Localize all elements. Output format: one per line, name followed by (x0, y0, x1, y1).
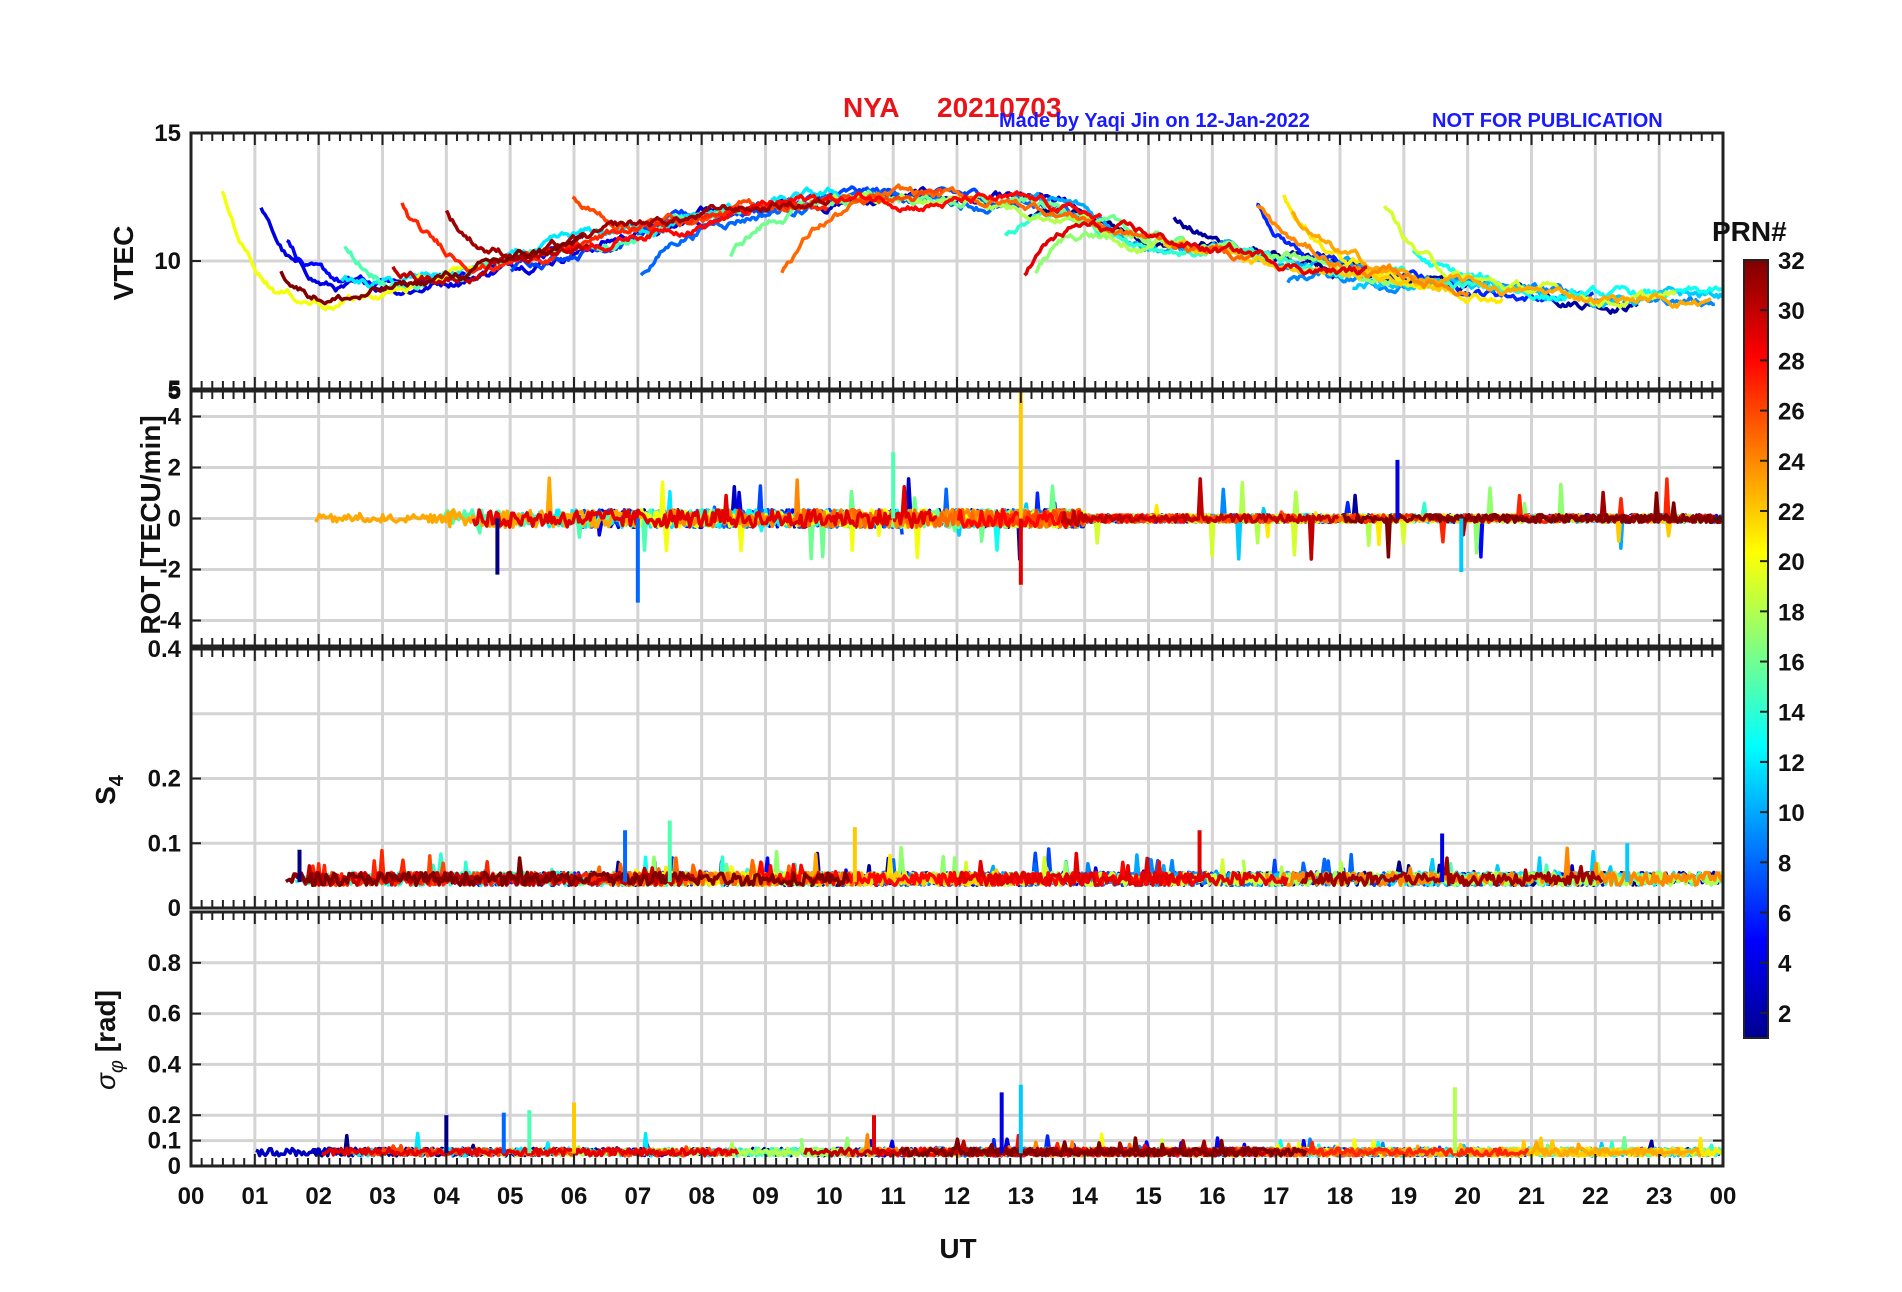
x-tick-label: 05 (497, 1183, 524, 1210)
colorbar-tick-label: 16 (1778, 650, 1805, 677)
y-tick-label: 0.4 (148, 1051, 182, 1078)
prn-trace (1060, 477, 1340, 561)
prn-trace (1282, 194, 1504, 305)
prn-trace (1256, 204, 1470, 298)
colorbar-tick-label: 4 (1778, 951, 1792, 978)
prn-trace (1383, 204, 1677, 310)
y-tick-label: 0.2 (148, 1102, 181, 1129)
colorbar (1743, 259, 1769, 1039)
s4-panel: 0 0.1 0.2 0.4 (148, 636, 1725, 922)
colorbar-tick-label: 10 (1778, 800, 1805, 827)
colorbar-tick-label: 18 (1778, 599, 1805, 626)
x-tick-label: 04 (433, 1183, 460, 1210)
y-tick-label: 0 (168, 506, 181, 533)
rot-ylabel: ROT [TECU/min] (135, 415, 166, 634)
date-title: 20210703 (937, 92, 1062, 123)
x-tick-label: 11 (880, 1183, 905, 1210)
prn-traces (314, 476, 1724, 561)
colorbar-tick-label: 2 (1778, 1001, 1791, 1028)
prn-trace (284, 856, 851, 888)
x-tick-label: 00 (1710, 1183, 1737, 1210)
colorbar-tick-label: 30 (1778, 298, 1805, 325)
y-tick-label: 10 (154, 248, 181, 275)
station-title: NYA (843, 92, 900, 123)
prn-traces (220, 183, 1724, 315)
x-tick-label: 18 (1327, 1183, 1354, 1210)
x-tick-label: 07 (624, 1183, 651, 1210)
x-tick-label: 20 (1454, 1183, 1481, 1210)
y-tick-label: 0.1 (148, 830, 181, 857)
rot-panel: -4 -2 0 2 45 (160, 378, 1725, 648)
vtec-ylabel: VTEC (108, 226, 139, 301)
x-axis-label: UT (939, 1233, 976, 1264)
x-tick-label: 21 (1518, 1183, 1545, 1210)
colorbar-tick-label: 6 (1778, 901, 1791, 928)
prn-trace (780, 183, 1254, 274)
colorbar-tick-label: 32 (1778, 248, 1805, 275)
x-tick-label: 10 (816, 1183, 843, 1210)
y-tick-label: -4 (160, 608, 182, 635)
colorbar-tick-label: 14 (1778, 700, 1805, 727)
x-tick-label: 15 (1135, 1183, 1162, 1210)
colorbar-tick-label: 12 (1778, 750, 1805, 777)
y-tick-label: 0 (168, 895, 181, 922)
x-tick-label: 08 (688, 1183, 715, 1210)
colorbar-tick-label: 20 (1778, 549, 1805, 576)
x-tick-label: 23 (1646, 1183, 1673, 1210)
x-tick-label: 19 (1390, 1183, 1417, 1210)
x-tick-label: 03 (369, 1183, 396, 1210)
s4-ylabel: S4 (90, 774, 128, 805)
y-tick-label: 0 (168, 1153, 181, 1180)
y-tick-label: 0.4 (148, 636, 182, 663)
x-tick-label: 22 (1582, 1183, 1609, 1210)
y-tick-label: 5 (168, 376, 181, 403)
y-tick-label: 15 (154, 120, 181, 147)
made-by-note: Made by Yaqi Jin on 12-Jan-2022 (999, 110, 1310, 132)
prn-trace (321, 1146, 740, 1158)
y-tick-label: 0.8 (148, 950, 181, 977)
prn-trace (898, 1136, 1308, 1158)
colorbar-tick-label: 22 (1778, 499, 1805, 526)
sigma-ylabel: σφ [rad] (90, 990, 128, 1090)
prn-trace (1023, 219, 1368, 277)
y-tick-label: 0.6 (148, 1001, 181, 1028)
prn-traces (255, 1131, 1724, 1158)
colorbar-tick-label: 24 (1778, 449, 1805, 476)
prn-trace (955, 851, 1289, 888)
x-tick-label: 06 (561, 1183, 588, 1210)
prn-traces (284, 845, 1724, 888)
x-tick-label: 17 (1263, 1183, 1290, 1210)
y-tick-label: 0.2 (148, 766, 181, 793)
y-tick-label: 5 (168, 378, 181, 405)
x-tick-label: 16 (1199, 1183, 1226, 1210)
prn-trace (1290, 210, 1712, 309)
vtec-panel: 5 10 15 (154, 120, 1725, 403)
publication-note: NOT FOR PUBLICATION (1432, 110, 1663, 132)
prn-trace (1299, 856, 1604, 888)
x-tick-label: 13 (1007, 1183, 1034, 1210)
y-tick-label: 4 (168, 404, 182, 431)
x-tick-label: 01 (241, 1183, 268, 1210)
y-tick-label: 2 (168, 455, 181, 482)
colorbar-label: PRN# (1712, 216, 1787, 247)
y-tick-label: -2 (160, 557, 181, 584)
colorbar-tick-label: 28 (1778, 348, 1805, 375)
x-tick-label: 14 (1071, 1183, 1098, 1210)
x-tick-label: 02 (305, 1183, 332, 1210)
prn-trace (471, 485, 937, 530)
colorbar-tick-label: 8 (1778, 850, 1791, 877)
prn-trace (391, 243, 590, 286)
y-tick-label: 0.1 (148, 1128, 181, 1155)
prn-trace (444, 197, 831, 262)
x-tick-label: 00 (178, 1183, 205, 1210)
colorbar-tick-label: 26 (1778, 399, 1805, 426)
prn-trace (279, 234, 585, 306)
prn-trace (1342, 491, 1724, 559)
x-tick-label: 12 (944, 1183, 971, 1210)
x-tick-label: 09 (752, 1183, 779, 1210)
prn-trace (1352, 276, 1724, 309)
sigma-phi-panel: 00.10.2 0.4 0.6 0.8 00 01 02 03 04 05 06 07 08 09 10 11… (148, 910, 1737, 1210)
